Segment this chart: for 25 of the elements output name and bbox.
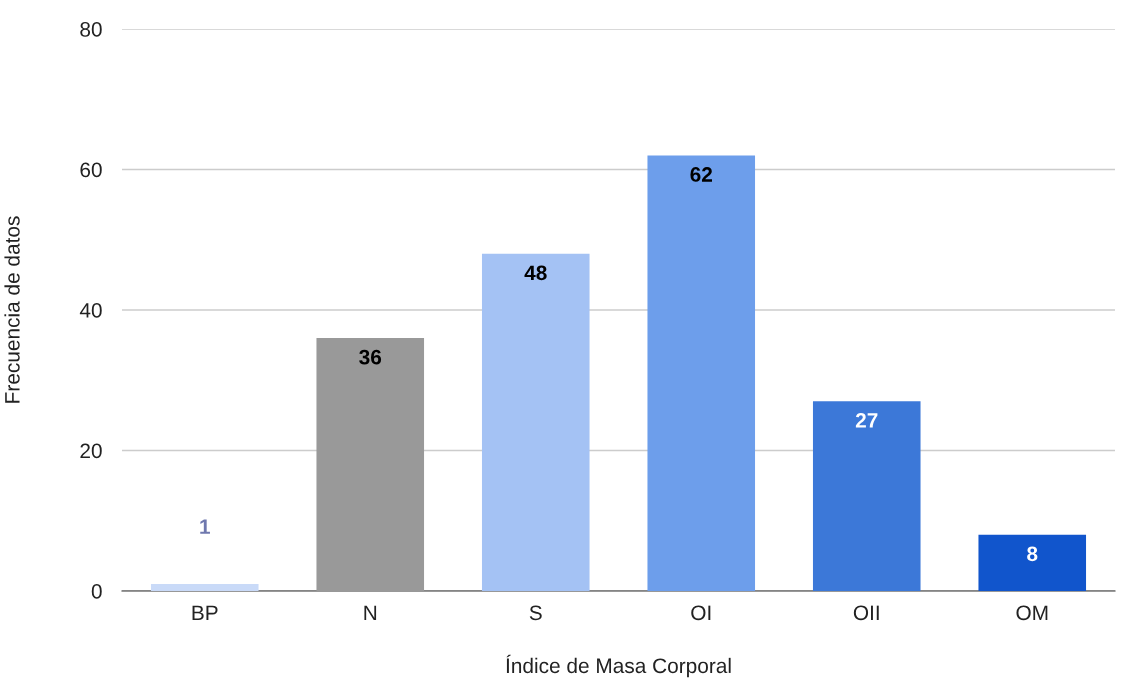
bar: [812, 401, 921, 591]
y-tick-label: 40: [79, 303, 102, 318]
bar: [978, 534, 1087, 591]
data-label: 36: [359, 349, 382, 365]
data-label: 8: [1027, 546, 1038, 562]
data-label: 62: [690, 167, 712, 182]
bar: [150, 583, 259, 591]
y-tick-label: 80: [80, 22, 102, 37]
y-tick-label: 0: [91, 584, 102, 599]
bar: [481, 253, 590, 591]
data-label: 27: [855, 412, 878, 428]
x-tick-label: OII: [853, 605, 879, 621]
data-label: 48: [524, 265, 547, 281]
x-tick-label: BP: [192, 605, 218, 620]
data-label: 1: [200, 519, 210, 534]
x-tick-label: OM: [1016, 605, 1048, 621]
y-tick-label: 20: [80, 443, 102, 459]
x-tick-label: N: [364, 605, 377, 620]
x-tick-label: OI: [691, 605, 711, 621]
y-axis-title: Frecuencia de datos: [4, 216, 20, 403]
bar: [316, 338, 425, 591]
bar: [647, 155, 756, 591]
y-tick-label: 60: [80, 162, 102, 178]
x-tick-label: S: [529, 605, 542, 621]
x-axis-title: Índice de Masa Corporal: [506, 654, 731, 678]
